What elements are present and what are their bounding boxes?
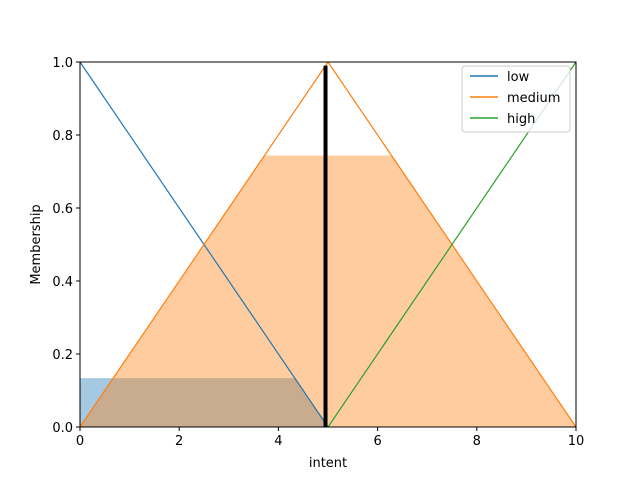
plot-area-frame	[79, 61, 577, 428]
legend-label-low: low	[507, 70, 530, 85]
y-tick-label: 0.6	[52, 202, 73, 217]
x-tick-label: 6	[373, 434, 381, 449]
legend: low medium high	[461, 65, 571, 133]
fill-low	[80, 378, 328, 427]
x-tick-label: 0	[76, 434, 84, 449]
activation-fills	[80, 155, 576, 427]
legend-label-medium: medium	[507, 91, 560, 106]
y-tick-label: 0.0	[52, 421, 73, 436]
x-tick-label: 8	[473, 434, 481, 449]
legend-label-high: high	[507, 112, 535, 127]
y-tick-label: 0.8	[52, 129, 73, 144]
x-tick-label: 4	[274, 434, 282, 449]
x-axis-label: intent	[309, 456, 347, 471]
legend-box	[461, 65, 571, 133]
fill-medium	[80, 155, 576, 427]
y-axis-ticks: 0.0 0.2 0.4 0.6 0.8 1.0	[52, 56, 80, 436]
x-tick-label: 2	[175, 434, 183, 449]
y-tick-label: 0.2	[52, 348, 73, 363]
y-tick-label: 0.4	[52, 275, 73, 290]
axes	[79, 61, 577, 428]
y-axis-label: Membership	[29, 204, 44, 284]
x-axis-ticks: 0 2 4 6 8 10	[76, 427, 584, 449]
y-tick-label: 1.0	[52, 56, 73, 71]
x-tick-label: 10	[568, 434, 585, 449]
